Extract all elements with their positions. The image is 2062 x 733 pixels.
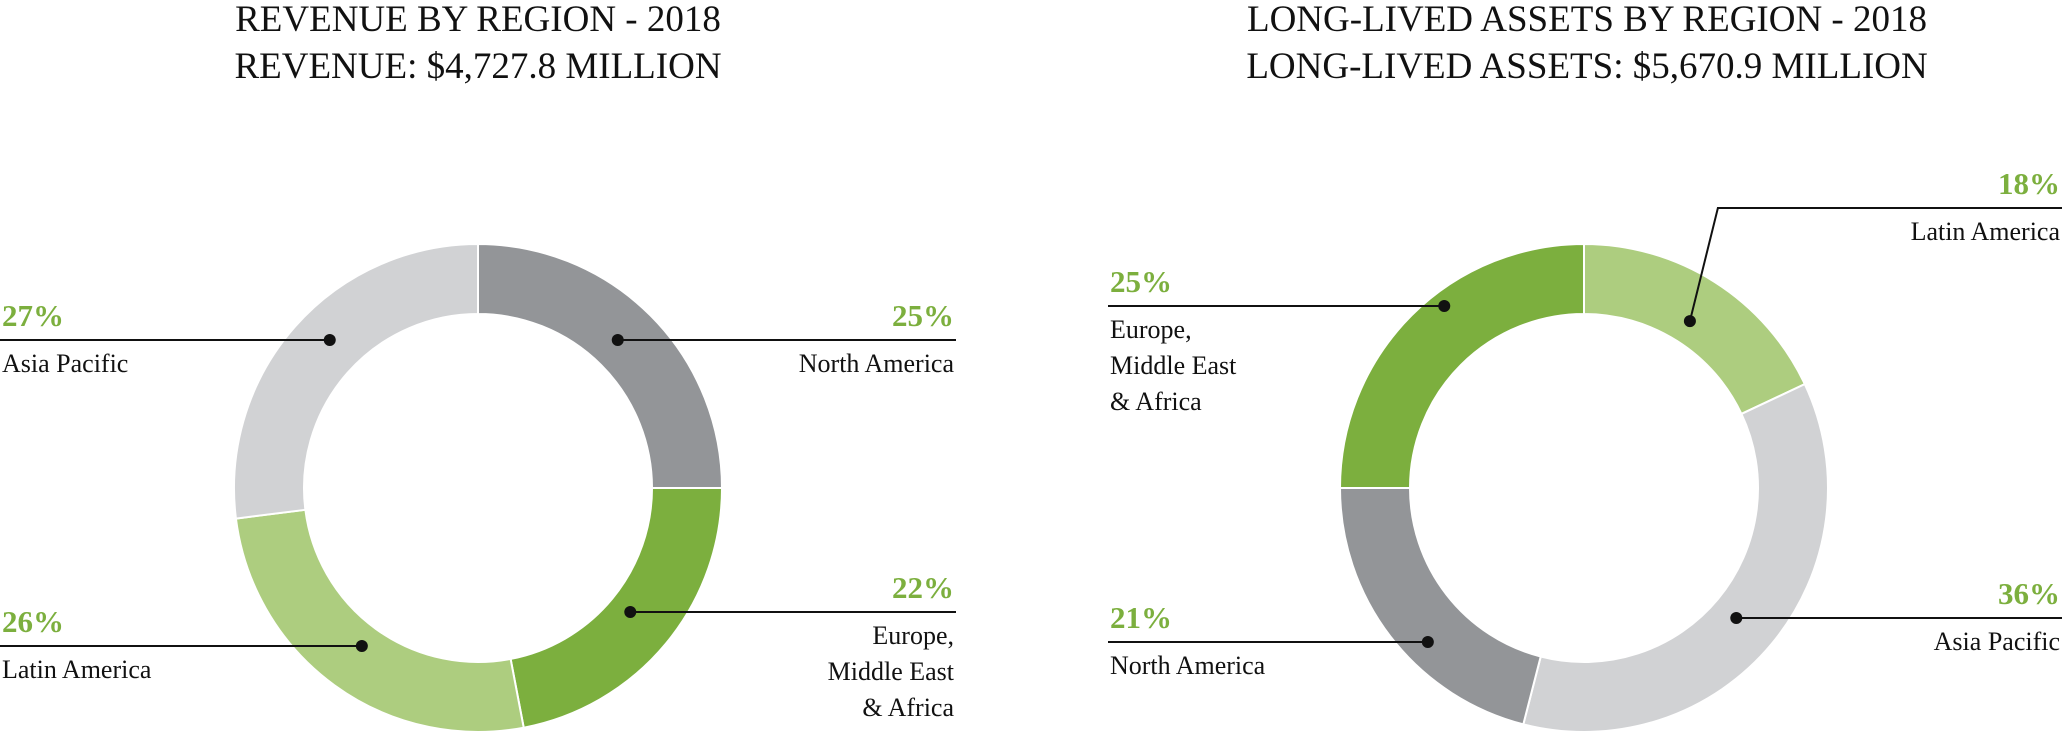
category-label-latin-america: Latin America (2, 655, 152, 684)
leader-dot-latin-america (1683, 315, 1696, 328)
leader-line-latin-america (1688, 207, 2062, 322)
data-label-north-america: 25% (892, 298, 954, 333)
leader-dot-europe-middle-east-and-africa (1438, 300, 1451, 312)
assets-donut (1338, 242, 1829, 733)
data-label-asia-pacific: 27% (2, 298, 64, 333)
slice-asia-pacific (1522, 382, 1829, 733)
category-label-asia-pacific: Asia Pacific (1934, 627, 2060, 656)
slice-north-america (477, 242, 724, 489)
revenue-callouts: 25% North America 22% Europe, Middle East & A… (0, 298, 956, 722)
category-label-europe-middle-east-and-africa: Europe, (1110, 315, 1192, 344)
data-label-latin-america: 18% (1998, 166, 2060, 201)
data-label-europe-middle-east-and-africa: 25% (1110, 264, 1172, 299)
assets-callouts: 18% Latin America 36% Asia Pacific 21% North … (1108, 166, 2062, 680)
category-label-europe-middle-east-and-africa: Middle East (1110, 351, 1237, 380)
category-label-north-america: North America (799, 349, 955, 378)
leader-dot-asia-pacific (323, 334, 336, 346)
leader-dot-north-america (1421, 636, 1434, 648)
leader-dot-europe-middle-east-and-africa (624, 606, 637, 618)
revenue-chart-title: REVENUE BY REGION - 2018 (235, 0, 721, 40)
data-label-latin-america: 26% (2, 604, 64, 639)
category-label-europe-middle-east-and-africa: Middle East (828, 657, 955, 686)
slice-latin-america (234, 508, 525, 733)
revenue-donut (233, 242, 724, 733)
category-label-north-america: North America (1110, 651, 1266, 680)
assets-chart: LONG-LIVED ASSETS BY REGION - 2018 LONG-… (1108, 0, 2062, 733)
category-label-europe-middle-east-and-africa: & Africa (1110, 387, 1202, 416)
slice-europe-middle-east-and-africa (1338, 242, 1585, 489)
leader-dot-north-america (611, 334, 624, 346)
slice-europe-middle-east-and-africa (509, 487, 724, 729)
revenue-chart-subtitle: REVENUE: $4,727.8 MILLION (234, 46, 721, 87)
slice-latin-america (1583, 242, 1807, 416)
category-label-europe-middle-east-and-africa: Europe, (872, 621, 954, 650)
category-label-asia-pacific: Asia Pacific (2, 349, 128, 378)
assets-chart-title: LONG-LIVED ASSETS BY REGION - 2018 (1247, 0, 1927, 40)
data-label-europe-middle-east-and-africa: 22% (892, 570, 954, 605)
leader-dot-latin-america (355, 640, 368, 652)
category-label-europe-middle-east-and-africa: & Africa (862, 693, 954, 722)
slice-asia-pacific (233, 242, 479, 520)
revenue-chart: REVENUE BY REGION - 2018 REVENUE: $4,727… (0, 0, 956, 733)
data-label-north-america: 21% (1110, 600, 1172, 635)
leader-dot-asia-pacific (1730, 612, 1743, 624)
slice-north-america (1338, 487, 1542, 726)
assets-chart-subtitle: LONG-LIVED ASSETS: $5,670.9 MILLION (1246, 46, 1927, 87)
data-label-asia-pacific: 36% (1998, 576, 2060, 611)
category-label-latin-america: Latin America (1911, 217, 2061, 246)
